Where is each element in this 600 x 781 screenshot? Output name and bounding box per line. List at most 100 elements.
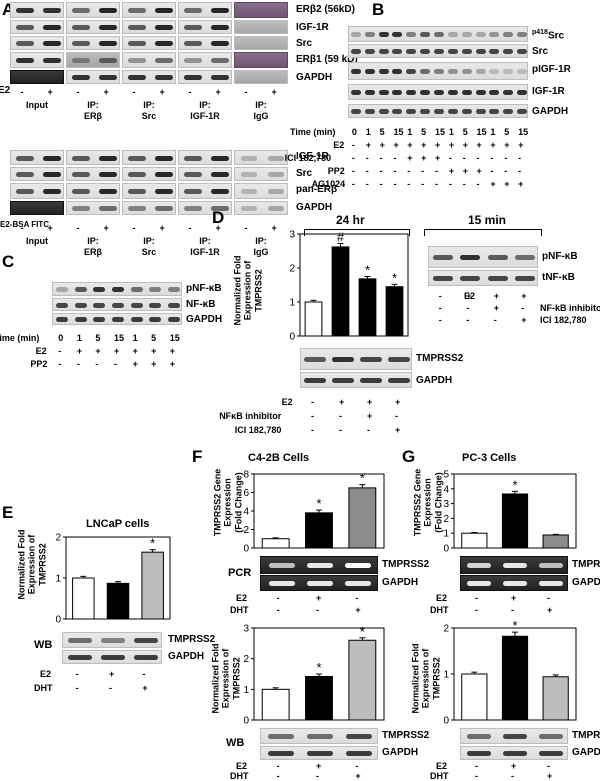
condition-row-label: ICI 182,780 <box>234 425 282 435</box>
condition-value: - <box>355 593 359 603</box>
condition-sign: + <box>47 223 53 233</box>
y-tick-label: 6 <box>243 488 249 499</box>
y-tick-label: 0 <box>443 716 449 727</box>
condition-row-label: E2 <box>464 291 476 301</box>
blot-strip-a-top <box>178 2 232 18</box>
blot-band <box>149 317 162 322</box>
condition-value: - <box>311 411 314 421</box>
blot-strip-a-top <box>66 70 120 84</box>
condition-sign: - <box>20 223 24 233</box>
condition-value: + <box>169 346 175 356</box>
y-tick-label: 3 <box>443 499 449 510</box>
significance-mark: # <box>337 230 345 245</box>
blot-band <box>15 58 34 63</box>
blot-band <box>67 655 92 660</box>
blot-strip-f-wb <box>260 728 378 744</box>
condition-value: 5 <box>421 127 427 137</box>
condition-value: + <box>395 397 401 407</box>
blot-label: Src <box>296 168 313 179</box>
blot-band <box>489 90 500 95</box>
plot-frame <box>299 233 409 337</box>
y-axis-label-line: Normalized Fold <box>16 529 27 600</box>
bar <box>141 551 164 620</box>
blot-band <box>406 109 417 114</box>
blot-band <box>475 90 486 95</box>
condition-value: 1 <box>132 333 138 343</box>
blot-band <box>539 734 563 739</box>
lane-label: IP: Src <box>141 236 157 257</box>
blot-band <box>350 69 361 74</box>
bar <box>542 676 569 721</box>
condition-value: - <box>276 605 280 615</box>
blot-band <box>134 638 159 643</box>
blot-band <box>74 287 87 292</box>
condition-value: 15 <box>169 333 180 343</box>
bar-chart-G-gene: 0 1 2 3 4 5 * <box>443 470 577 555</box>
blot-strip-b <box>348 26 528 42</box>
condition-value: + <box>132 346 138 356</box>
blot-band <box>406 90 417 95</box>
bar-chart-F-protein: 0 1 2 3 * * <box>243 624 385 727</box>
blot-band <box>98 41 117 46</box>
condition-row-label: E2 <box>436 593 448 603</box>
bar <box>305 675 333 721</box>
blot-band <box>240 189 257 194</box>
condition-value: - <box>438 303 442 313</box>
blot-band <box>15 25 34 30</box>
blot-band <box>71 58 90 63</box>
y-tick-label: 2 <box>243 525 249 536</box>
blot-strip-b <box>348 84 528 100</box>
blot-band <box>154 75 173 80</box>
blot-strip-f-wb <box>260 746 378 760</box>
blot-band <box>130 317 143 322</box>
bar <box>348 487 377 549</box>
blot-band <box>503 90 514 95</box>
condition-value: - <box>58 359 62 369</box>
blot-band <box>432 255 453 260</box>
blot-band <box>15 8 34 13</box>
y-tick-label: 1 <box>443 670 449 681</box>
blot-label-superscript: p418 <box>532 29 548 36</box>
blot-band <box>460 255 481 260</box>
blot-strip-g-wb <box>460 746 568 760</box>
condition-value: - <box>379 153 383 163</box>
condition-value: - <box>547 593 550 603</box>
condition-value: - <box>311 425 314 435</box>
blot-band <box>267 751 294 756</box>
y-tick-label: 2 <box>443 624 449 635</box>
blot-band <box>98 8 117 13</box>
blot-strip-a-top <box>234 70 288 84</box>
condition-row-label: AG1024 <box>311 179 346 189</box>
condition-value: 1 <box>448 127 454 137</box>
blot-band <box>332 357 354 362</box>
blot-band <box>42 58 61 63</box>
blot-band <box>154 155 173 161</box>
blot-band <box>517 32 527 37</box>
condition-value: - <box>365 153 369 163</box>
blot-band <box>392 69 403 74</box>
blot-label: pNF-κB <box>186 283 222 294</box>
blot-band <box>503 49 514 54</box>
condition-value: - <box>490 153 494 163</box>
blot-band <box>447 90 458 95</box>
significance-mark: * <box>150 536 155 551</box>
blot-strip-a-top <box>178 36 232 50</box>
blot-band <box>167 317 180 322</box>
condition-value: 1 <box>76 333 82 343</box>
condition-sign: + <box>103 223 109 233</box>
y-tick-label: 0 <box>243 544 249 555</box>
blot-band <box>127 206 146 211</box>
blot-strip-f-pcr <box>260 575 378 591</box>
condition-value: + <box>151 359 157 369</box>
blot-strip-a-bottom <box>122 201 176 215</box>
pcr-label: PCR <box>228 567 252 579</box>
condition-row-label: ICI 182,780 <box>284 153 332 163</box>
lane-label: IP: Src <box>141 100 157 121</box>
condition-value: + <box>493 303 500 313</box>
blot-band <box>378 90 389 95</box>
blot-label: GAPDH <box>382 747 419 758</box>
bar <box>501 635 529 721</box>
significance-mark: * <box>512 477 517 492</box>
condition-sign: + <box>271 87 277 97</box>
blot-strip-a-top <box>66 36 120 50</box>
